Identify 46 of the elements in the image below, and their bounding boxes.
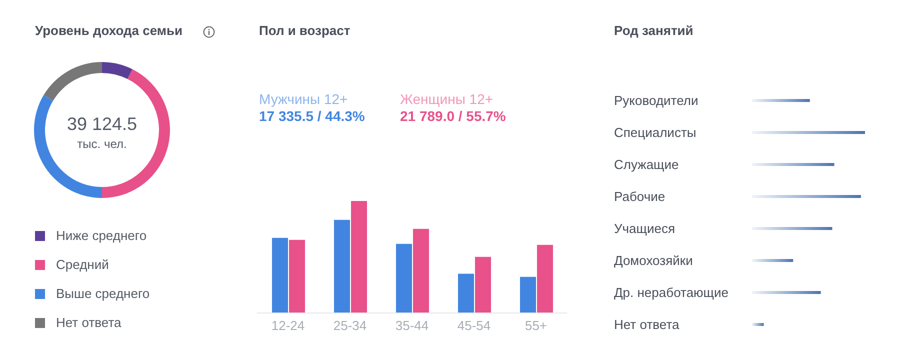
bar [752, 259, 794, 262]
chart-title: Род занятий [614, 23, 694, 38]
chart-title: Пол и возраст [259, 23, 350, 38]
text: Женщины 12+ [400, 91, 494, 107]
bar [520, 276, 536, 313]
y-tick-label: Домохозяйки [614, 253, 693, 268]
bar [272, 238, 288, 313]
bar [537, 244, 553, 313]
bar [752, 323, 764, 326]
bar [351, 201, 367, 313]
y-tick-label: Специалисты [614, 125, 696, 140]
x-tick-label: 35-44 [395, 318, 429, 334]
chart-title: Уровень дохода семьи [35, 23, 183, 38]
text: 21 789.0 / 55.7% [400, 108, 506, 124]
y-tick-label: Служащие [614, 157, 679, 172]
bar [752, 291, 821, 294]
bar [396, 244, 412, 313]
x-tick-label: 25-34 [333, 318, 367, 334]
y-tick-label: Рабочие [614, 189, 666, 204]
bar [334, 220, 350, 313]
bar [752, 195, 861, 198]
bar [752, 131, 865, 134]
legend-label: Ниже среднего [56, 228, 147, 243]
legend-label: Нет ответа [56, 315, 122, 330]
bar [458, 274, 474, 313]
text: 17 335.5 / 44.3% [259, 108, 365, 124]
y-tick-label: Учащиеся [614, 221, 675, 236]
x-tick-label: 45-54 [457, 318, 491, 334]
text: 39 124.5 [66, 114, 138, 135]
bar [752, 163, 834, 166]
bar [752, 227, 832, 230]
x-tick-label: 12-24 [271, 318, 305, 334]
bar [752, 99, 810, 102]
x-tick-label: 55+ [524, 318, 548, 334]
y-tick-label: Др. неработающие [614, 285, 728, 300]
bar [289, 240, 305, 313]
donut-slice [102, 62, 132, 80]
legend-label: Средний [56, 257, 109, 272]
y-tick-label: Нет ответа [614, 317, 680, 332]
text: тыс. чел. [76, 137, 128, 151]
bar [475, 256, 491, 313]
donut-slice [44, 62, 102, 101]
bar [413, 228, 429, 313]
legend-label: Выше среднего [56, 286, 150, 301]
text: Мужчины 12+ [259, 91, 349, 107]
y-tick-label: Руководители [614, 93, 698, 108]
